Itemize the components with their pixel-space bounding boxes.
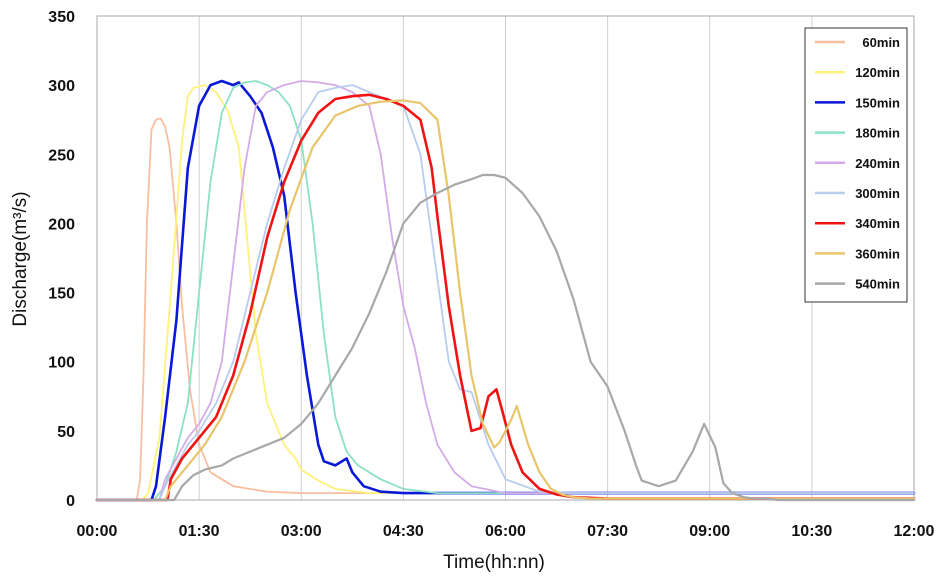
y-tick-label: 0 <box>66 493 75 510</box>
legend-label-120min: 120min <box>855 65 900 80</box>
x-axis-title: Time(hh:nn) <box>443 552 545 573</box>
x-tick-label: 04:30 <box>383 523 424 540</box>
legend-box <box>804 27 908 303</box>
series-line-300min <box>96 84 915 501</box>
legend-label-300min: 300min <box>855 186 900 201</box>
y-tick-label: 350 <box>48 9 75 26</box>
y-tick-label: 50 <box>57 424 75 441</box>
series-line-540min <box>95 173 916 502</box>
legend-label-180min: 180min <box>855 126 900 141</box>
series-line-150min <box>95 79 916 502</box>
legend-label-240min: 240min <box>855 156 900 171</box>
y-tick-label: 150 <box>48 286 75 303</box>
series-lines <box>95 79 916 502</box>
y-axis-title: Discharge(m³/s) <box>10 191 31 326</box>
x-tick-label: 10:30 <box>791 523 832 540</box>
series-line-120min <box>96 84 915 501</box>
y-tick-label: 250 <box>48 147 75 164</box>
legend: 60min 120min 150min 180min 240min 300min 340mi… <box>804 27 908 303</box>
legend-items: 60min 120min 150min 180min 240min 300min 340mi… <box>815 35 900 292</box>
legend-label-360min: 360min <box>855 246 900 261</box>
x-tick-label: 07:30 <box>587 523 628 540</box>
x-axis-ticks: 00:00 01:30 03:00 04:30 06:00 07:30 09:00 10:30… <box>77 523 935 540</box>
y-tick-label: 200 <box>48 216 75 233</box>
x-tick-label: 03:00 <box>281 523 322 540</box>
y-axis-ticks: 0 50 100 150 200 250 300 350 <box>48 9 75 510</box>
legend-label-540min: 540min <box>855 277 900 292</box>
x-tick-label: 00:00 <box>77 523 118 540</box>
legend-label-150min: 150min <box>855 95 900 110</box>
x-tick-label: 09:00 <box>689 523 730 540</box>
x-tick-label: 12:00 <box>894 523 935 540</box>
plot-border <box>96 15 915 501</box>
y-tick-label: 100 <box>48 355 75 372</box>
x-tick-label: 06:00 <box>485 523 526 540</box>
series-line-180min <box>96 80 915 501</box>
series-line-340min <box>95 93 916 502</box>
legend-label-60min: 60min <box>862 35 900 50</box>
series-line-360min <box>95 99 916 502</box>
y-tick-label: 300 <box>48 78 75 95</box>
legend-label-340min: 340min <box>855 216 900 231</box>
x-tick-label: 01:30 <box>179 523 220 540</box>
series-line-60min <box>96 117 915 501</box>
series-line-240min <box>96 80 915 501</box>
